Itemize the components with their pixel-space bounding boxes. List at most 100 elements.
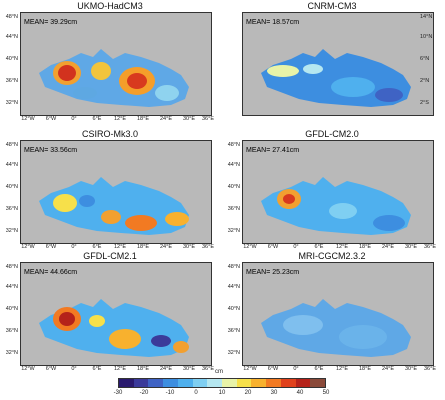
colorbar-segment	[148, 379, 164, 387]
lon-label: 0°	[293, 244, 299, 250]
lon-label: 12°E	[114, 244, 126, 250]
lon-label: 18°E	[137, 244, 149, 250]
colorbar-segment	[207, 379, 223, 387]
lat-label: 44°N	[5, 34, 18, 40]
colorbar-segment	[133, 379, 149, 387]
colorbar	[118, 378, 326, 388]
lat-label: 40°N	[5, 306, 18, 312]
lon-label: 30°E	[405, 366, 417, 372]
lon-label: 0°	[71, 244, 77, 250]
mean-label: MEAN= 18.57cm	[246, 19, 300, 26]
lat-label: 14°N	[420, 14, 433, 20]
colorbar-tick: 30	[270, 390, 278, 396]
lat-label: 40°N	[227, 184, 240, 190]
colorbar-tick: 40	[296, 390, 304, 396]
map-area: MEAN= 39.29cm	[20, 12, 212, 116]
colorbar-segment	[119, 379, 134, 387]
lon-label: 36°E	[202, 366, 214, 372]
lon-label: 18°E	[359, 244, 371, 250]
lat-label: 32°N	[227, 228, 240, 234]
sea-level-field	[261, 177, 411, 235]
lon-label: 12°E	[114, 116, 126, 122]
lat-label: 48°N	[5, 264, 18, 270]
colorbar-tick: -30	[113, 390, 123, 396]
lon-label: 6°W	[45, 116, 57, 122]
lat-label: 44°N	[5, 162, 18, 168]
lat-label: 32°N	[5, 350, 18, 356]
lon-label: 36°E	[424, 244, 436, 250]
mean-label: MEAN= 39.29cm	[24, 19, 78, 26]
lat-label: 2°S	[420, 100, 429, 106]
lon-label: 6°E	[92, 244, 102, 250]
lon-label: 12°E	[336, 244, 348, 250]
lat-label: 48°N	[5, 14, 18, 20]
lat-label: 32°N	[227, 350, 240, 356]
map-panel-mri-cgcm2-3-2: MRI-CGCM2.3.2 MEAN= 25.23cm 48°N 44°N 40…	[222, 250, 442, 374]
map-area: MEAN= 44.66cm	[20, 262, 212, 366]
lon-label: 30°E	[405, 244, 417, 250]
colorbar-tick: 10	[218, 390, 226, 396]
lat-label: 36°N	[5, 206, 18, 212]
lat-label: 40°N	[5, 56, 18, 62]
colorbar-segment	[295, 379, 311, 387]
colorbar-unit: cm	[215, 369, 223, 375]
colorbar-tick: 20	[244, 390, 252, 396]
lon-label: 18°E	[359, 366, 371, 372]
lat-label: 32°N	[5, 100, 18, 106]
map-panel-ukmo-hadcm3: UKMO-HadCM3 MEAN= 39.29cm 48°N 44°N 40°N…	[0, 0, 220, 124]
mean-label: MEAN= 27.41cm	[246, 147, 300, 154]
colorbar-tick: -10	[165, 390, 175, 396]
lat-label: 48°N	[5, 142, 18, 148]
colorbar-segment	[280, 379, 296, 387]
lon-label: 12°E	[336, 366, 348, 372]
lon-label: 12°W	[243, 366, 257, 372]
lon-label: 12°W	[21, 244, 35, 250]
lon-label: 6°W	[45, 366, 57, 372]
lon-label: 0°	[293, 366, 299, 372]
lon-label: 24°E	[160, 244, 172, 250]
lat-label: 48°N	[227, 142, 240, 148]
map-area: MEAN= 18.57cm	[242, 12, 434, 116]
lat-label: 48°N	[227, 264, 240, 270]
map-panel-gfdl-cm2-1: GFDL-CM2.1 MEAN= 44.66cm 48°N 44°N 40°N …	[0, 250, 220, 374]
lat-label: 6°N	[420, 56, 430, 62]
lon-label: 24°E	[382, 366, 394, 372]
panel-title: GFDL-CM2.0	[305, 129, 359, 139]
lon-label: 6°W	[45, 244, 57, 250]
sea-level-field	[261, 299, 411, 357]
mean-label: MEAN= 33.56cm	[24, 147, 78, 154]
lat-label: 40°N	[227, 306, 240, 312]
colorbar-tick: 50	[322, 390, 330, 396]
lon-label: 6°E	[92, 366, 102, 372]
map-panel-csiro-mk3: CSIRO-Mk3.0 MEAN= 33.56cm 48°N 44°N 40°N…	[0, 128, 220, 252]
colorbar-tick: -20	[139, 390, 149, 396]
lon-label: 24°E	[160, 116, 172, 122]
map-area: MEAN= 25.23cm	[242, 262, 434, 366]
lon-label: 36°E	[202, 244, 214, 250]
lon-label: 30°E	[183, 116, 195, 122]
sea-level-field	[39, 177, 189, 235]
map-area: MEAN= 33.56cm	[20, 140, 212, 244]
lat-label: 36°N	[227, 206, 240, 212]
lon-label: 30°E	[183, 244, 195, 250]
lat-label: 36°N	[5, 328, 18, 334]
lat-label: 36°N	[227, 328, 240, 334]
sea-level-field	[39, 299, 189, 357]
lat-label: 32°N	[5, 228, 18, 234]
panel-title: CSIRO-Mk3.0	[81, 129, 138, 139]
lon-label: 12°W	[21, 366, 35, 372]
lon-label: 18°E	[137, 116, 149, 122]
colorbar-segment	[163, 379, 178, 387]
lon-label: 12°W	[243, 244, 257, 250]
colorbar-segment	[236, 379, 252, 387]
colorbar-segment	[222, 379, 237, 387]
lat-label: 44°N	[227, 284, 240, 290]
lat-label: 2°N	[420, 78, 430, 84]
colorbar-segment	[310, 379, 326, 387]
lon-label: 18°E	[137, 366, 149, 372]
panel-title: UKMO-HadCM3	[77, 1, 143, 11]
lon-label: 24°E	[160, 366, 172, 372]
lon-label: 6°W	[267, 244, 279, 250]
colorbar-segment	[266, 379, 281, 387]
sea-level-field	[39, 49, 189, 107]
